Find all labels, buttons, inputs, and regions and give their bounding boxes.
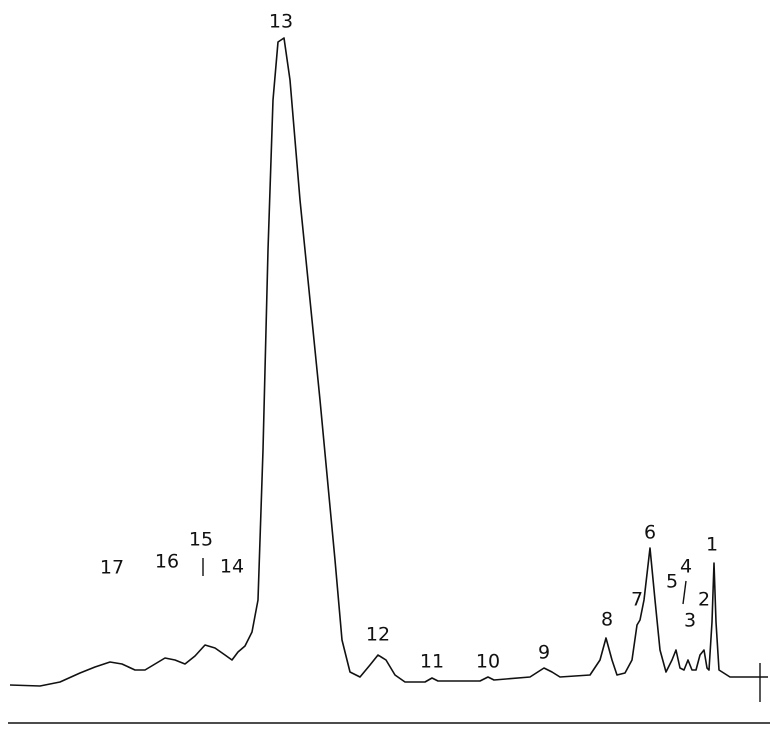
peak-label: 4 (680, 556, 692, 578)
peak-label: 15 (189, 529, 213, 551)
peak-label: 16 (155, 551, 179, 573)
peak-label: 6 (644, 522, 656, 544)
peak-label: 1 (706, 534, 718, 556)
peak-label: 17 (100, 557, 124, 579)
peak-label: 3 (684, 610, 696, 632)
peak-label: 10 (476, 651, 500, 673)
peak-label: 12 (366, 624, 390, 646)
peak-label: 9 (538, 642, 550, 664)
peak-label: 5 (666, 571, 678, 593)
peak-label: 2 (698, 589, 710, 611)
peak-label: 11 (420, 651, 444, 673)
peak-label: 13 (269, 11, 293, 33)
trace (9, 37, 768, 687)
peak-label: 14 (220, 556, 244, 578)
peak-label: 7 (631, 589, 643, 611)
peak-label: 8 (601, 609, 613, 631)
peak-tick (682, 580, 687, 605)
